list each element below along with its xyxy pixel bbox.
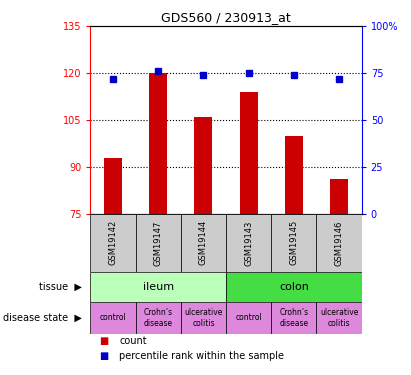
Text: control: control xyxy=(235,314,262,322)
Bar xyxy=(136,302,181,334)
Bar xyxy=(271,214,316,272)
Text: ■: ■ xyxy=(99,336,108,346)
Text: ■: ■ xyxy=(99,351,108,361)
Bar xyxy=(181,302,226,334)
Bar xyxy=(226,302,271,334)
Text: GSM19145: GSM19145 xyxy=(289,220,298,266)
Bar xyxy=(90,272,226,302)
Bar xyxy=(90,302,136,334)
Text: GSM19143: GSM19143 xyxy=(244,220,253,266)
Text: GSM19142: GSM19142 xyxy=(109,220,118,266)
Text: count: count xyxy=(119,336,147,346)
Text: Crohn’s
disease: Crohn’s disease xyxy=(279,308,308,327)
Title: GDS560 / 230913_at: GDS560 / 230913_at xyxy=(161,11,291,24)
Text: ulcerative
colitis: ulcerative colitis xyxy=(184,308,223,327)
Bar xyxy=(271,302,316,334)
Text: ileum: ileum xyxy=(143,282,174,292)
Text: GSM19146: GSM19146 xyxy=(335,220,344,266)
Bar xyxy=(240,92,258,214)
Bar xyxy=(149,73,167,214)
Text: ulcerative
colitis: ulcerative colitis xyxy=(320,308,358,327)
Text: disease state  ▶: disease state ▶ xyxy=(3,313,82,323)
Text: Crohn’s
disease: Crohn’s disease xyxy=(144,308,173,327)
Bar xyxy=(104,158,122,214)
Bar xyxy=(226,272,362,302)
Text: GSM19147: GSM19147 xyxy=(154,220,163,266)
Text: percentile rank within the sample: percentile rank within the sample xyxy=(119,351,284,361)
Text: colon: colon xyxy=(279,282,309,292)
Text: tissue  ▶: tissue ▶ xyxy=(39,282,82,292)
Text: GSM19144: GSM19144 xyxy=(199,220,208,266)
Bar xyxy=(181,214,226,272)
Bar xyxy=(285,136,303,214)
Bar xyxy=(330,179,348,214)
Bar xyxy=(226,214,271,272)
Bar xyxy=(194,117,212,214)
Text: control: control xyxy=(99,314,127,322)
Bar xyxy=(90,214,136,272)
Bar xyxy=(136,214,181,272)
Bar xyxy=(316,214,362,272)
Bar xyxy=(316,302,362,334)
